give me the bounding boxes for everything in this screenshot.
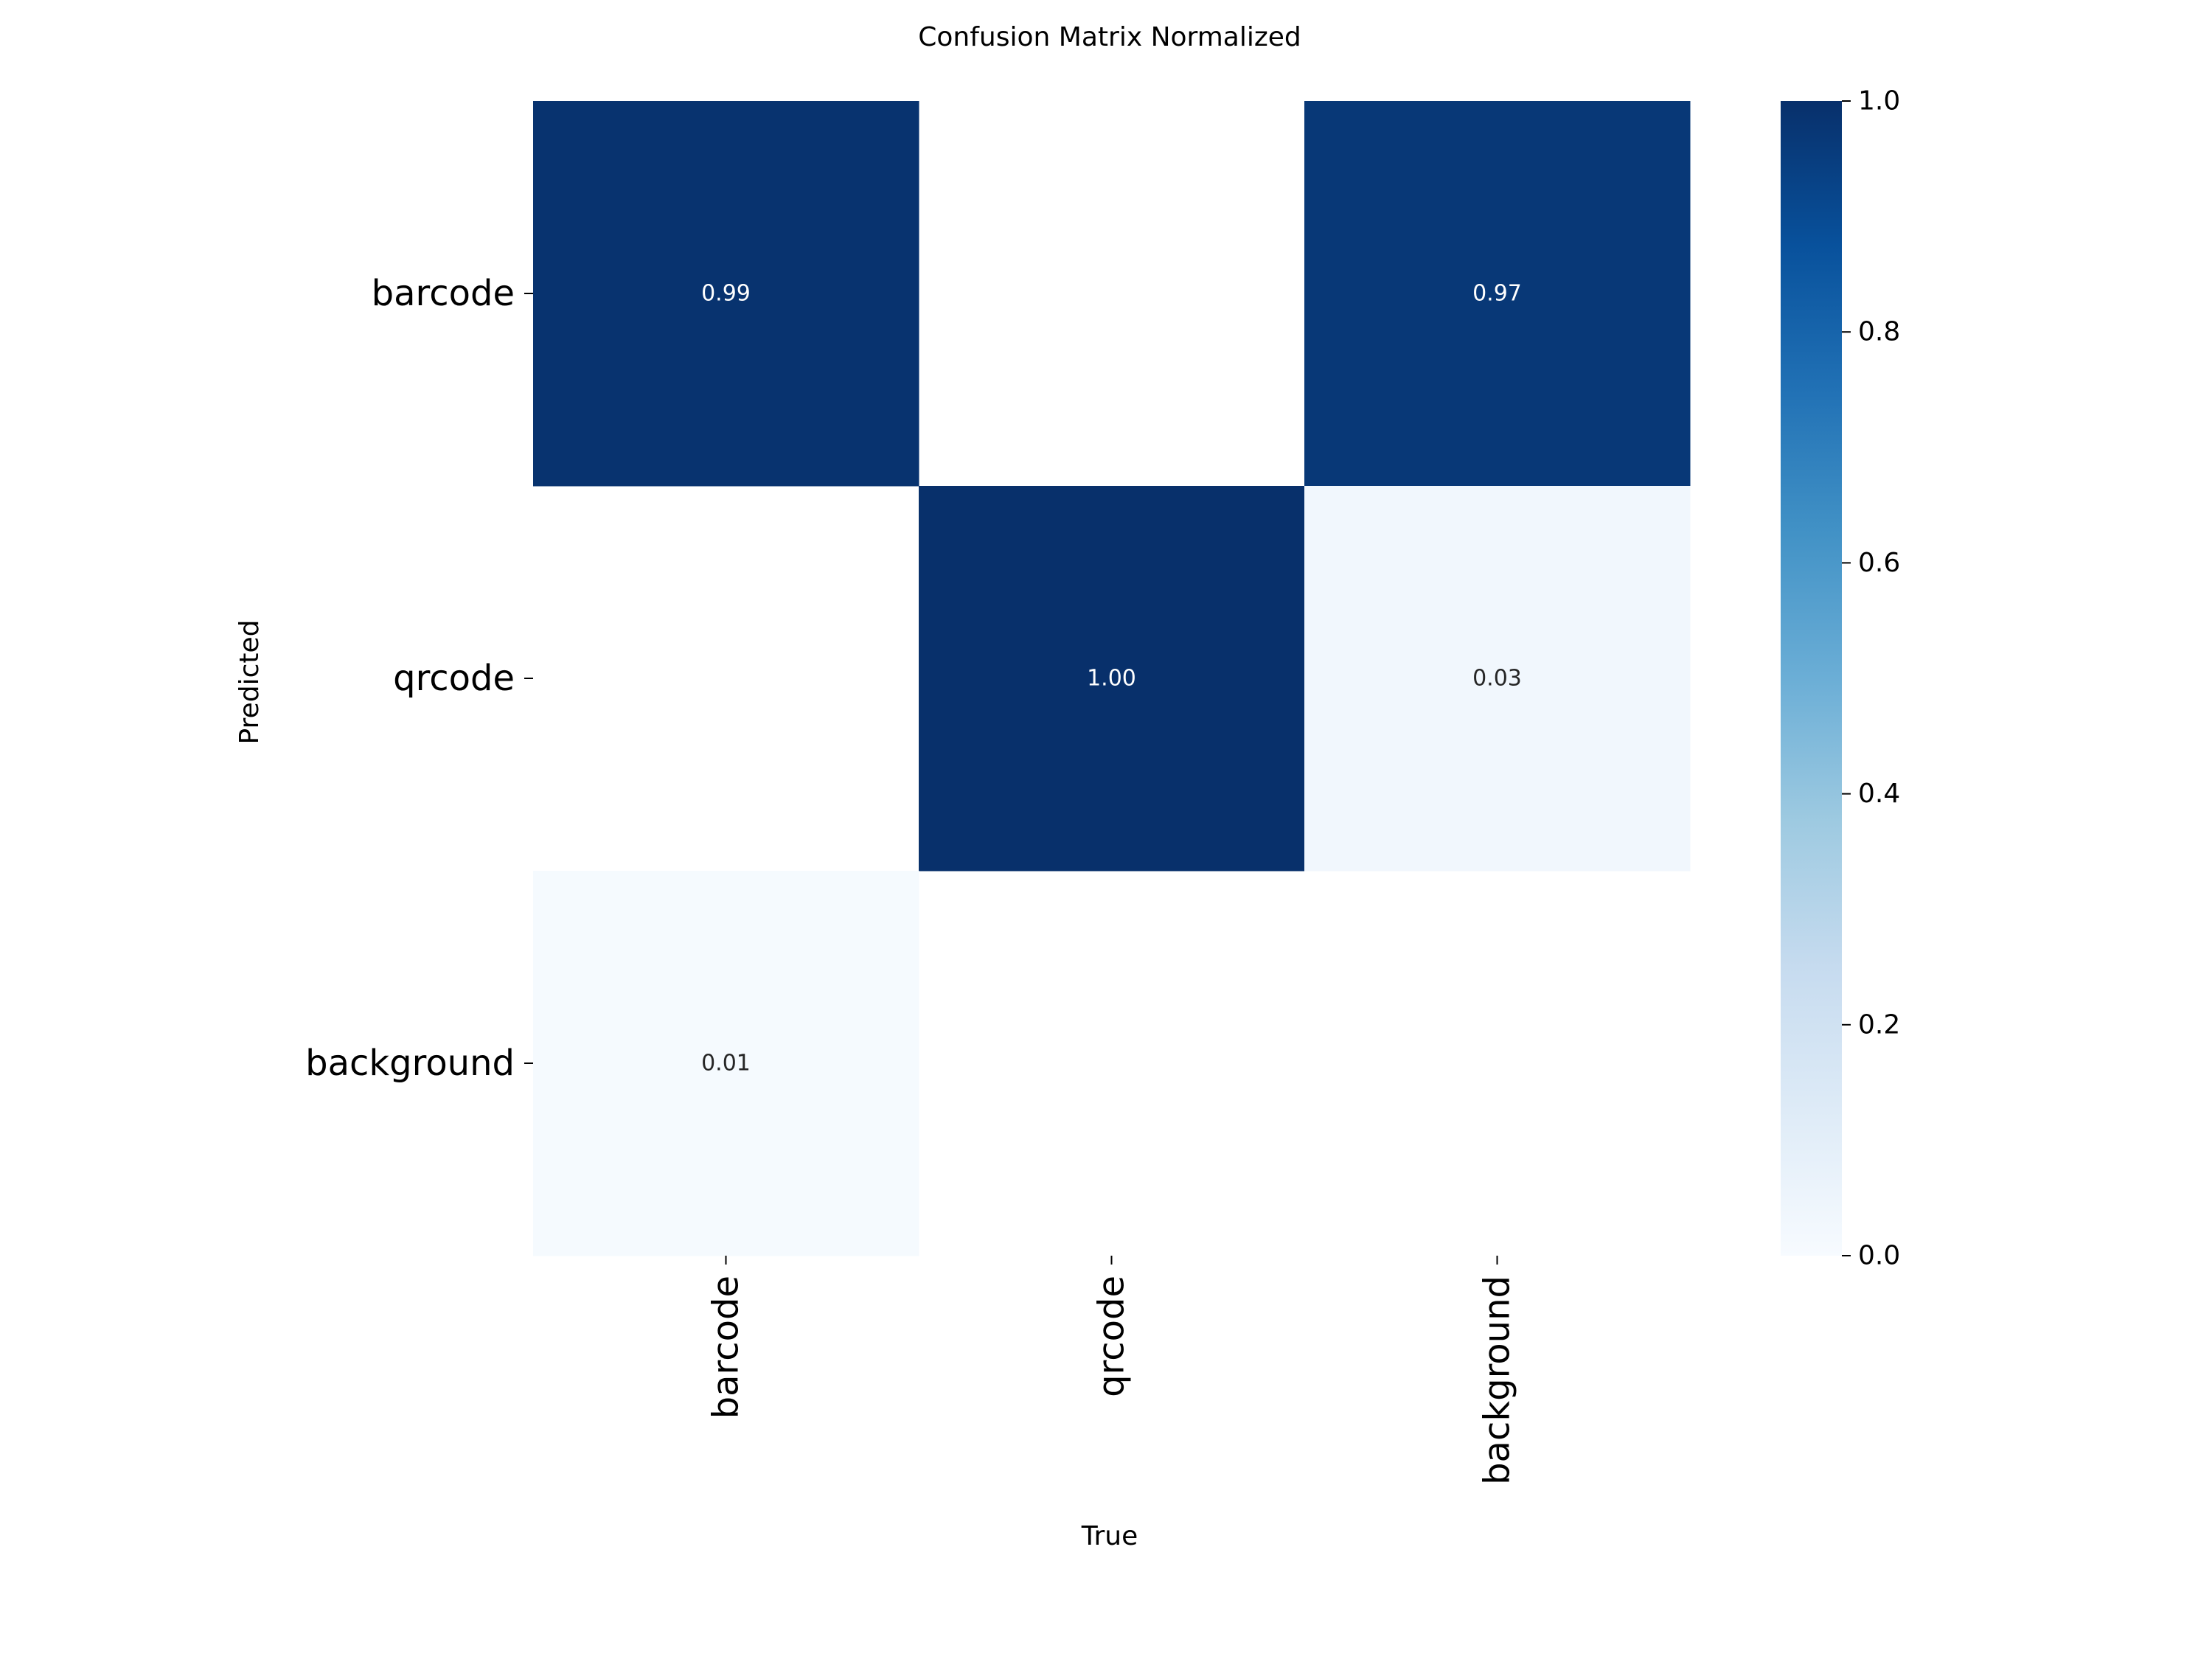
colorbar-tick-label: 0.8 <box>1858 317 1900 347</box>
x-tick-label: qrcode <box>1091 1276 1133 1397</box>
colorbar-tick-label: 0.6 <box>1858 548 1900 578</box>
colorbar-tick-label: 0.2 <box>1858 1009 1900 1040</box>
colorbar-tick-label: 0.0 <box>1858 1241 1900 1271</box>
x-axis-label: True <box>1081 1521 1138 1551</box>
heatmap-cell-labels: 0.99 0.97 1.00 0.03 0.01 <box>701 281 1522 1077</box>
colorbar <box>1781 101 1842 1256</box>
cell-value-label: 1.00 <box>1087 666 1136 692</box>
heatmap-cell-barcode-barcode <box>533 101 919 487</box>
colorbar-ticks: 0.0 0.2 0.4 0.6 0.8 1.0 <box>1842 86 1900 1271</box>
cell-value-label: 0.01 <box>701 1051 751 1077</box>
y-tick-label: background <box>305 1043 515 1084</box>
x-tick-label: background <box>1477 1276 1518 1485</box>
y-tick-label: barcode <box>372 273 515 314</box>
x-axis-ticks: barcode qrcode background <box>706 1256 1518 1485</box>
y-tick-label: qrcode <box>393 658 515 699</box>
y-axis-ticks: barcode qrcode background <box>305 273 533 1084</box>
heatmap-cells <box>533 101 1691 1256</box>
y-axis-label: Predicted <box>234 620 265 745</box>
chart-title: Confusion Matrix Normalized <box>918 22 1301 52</box>
cell-value-label: 0.97 <box>1472 281 1522 307</box>
cell-value-label: 0.03 <box>1472 666 1522 692</box>
x-tick-label: barcode <box>706 1276 747 1419</box>
colorbar-tick-label: 1.0 <box>1858 86 1900 116</box>
heatmap-cell-barcode-background <box>1304 101 1691 487</box>
colorbar-tick-label: 0.4 <box>1858 779 1900 809</box>
heatmap-cell-qrcode-qrcode <box>919 486 1305 872</box>
heatmap-cell-qrcode-background <box>1304 486 1691 872</box>
cell-value-label: 0.99 <box>701 281 751 307</box>
heatmap-cell-background-barcode <box>533 871 919 1256</box>
